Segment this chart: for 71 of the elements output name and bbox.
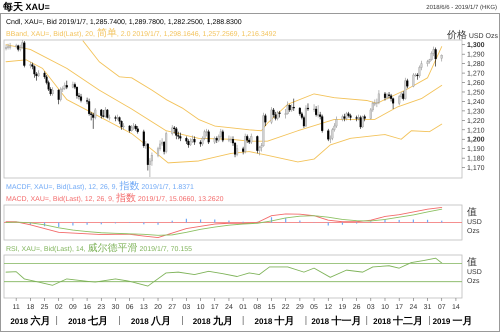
candlestick (171, 124, 174, 136)
candlestick (306, 103, 310, 112)
candlestick (258, 146, 260, 156)
candlestick (250, 133, 252, 144)
text: 2019 一月 (432, 316, 473, 327)
candlestick (193, 136, 196, 146)
candlestick (120, 120, 123, 130)
text: 2018 十月 (254, 315, 295, 327)
candlestick (272, 108, 275, 118)
candlestick (412, 72, 414, 88)
candlestick (92, 112, 94, 130)
candlestick (94, 108, 96, 120)
text: 2018 九月 (192, 315, 233, 327)
candlestick (114, 115, 117, 122)
candlestick (392, 97, 394, 110)
candlestick (292, 98, 295, 112)
candlestick (378, 90, 380, 105)
candlestick (434, 47, 437, 67)
candlestick (406, 78, 408, 89)
candlestick (315, 106, 318, 117)
line-series (82, 40, 442, 132)
candlestick (230, 136, 232, 144)
candlestick (349, 113, 352, 121)
text: 2018 十一月 (311, 315, 362, 327)
candlestick (208, 129, 210, 144)
candlestick (161, 138, 164, 146)
candlestick (4, 44, 8, 51)
candlestick (264, 113, 266, 126)
candlestick (256, 135, 258, 154)
text: 2018 十二月 (373, 315, 424, 327)
candlestick (191, 135, 194, 144)
candlestick (402, 90, 404, 101)
candlestick (327, 128, 330, 142)
candlestick (165, 131, 168, 154)
candlestick (317, 104, 320, 118)
text: 2018 六月 (10, 315, 50, 327)
candlestick (33, 65, 36, 78)
candlestick (220, 128, 222, 139)
candlestick (163, 140, 166, 155)
candlestick (418, 65, 420, 78)
text: 2018 八月 (130, 315, 171, 327)
candlestick (106, 108, 108, 119)
candlestick (404, 78, 406, 100)
candlestick (362, 115, 364, 128)
text: 2018 七月 (68, 315, 108, 327)
candlestick (37, 70, 40, 78)
candlestick (222, 129, 224, 142)
candlestick (335, 116, 338, 128)
candlestick (236, 144, 238, 157)
candlestick (142, 129, 145, 148)
candlestick (146, 142, 149, 171)
candlestick (313, 104, 316, 112)
chart-title: 每天 XAU= (2, 1, 50, 13)
candlestick (76, 86, 78, 99)
candlestick (122, 122, 125, 130)
candlestick (228, 135, 230, 142)
candlestick (302, 115, 305, 128)
candlestick (360, 115, 362, 130)
candlestick (60, 86, 62, 102)
candlestick (23, 40, 26, 68)
candlestick (270, 106, 273, 124)
candlestick (398, 94, 400, 106)
candlestick (286, 101, 289, 115)
candlestick (321, 114, 324, 133)
candlestick (100, 108, 102, 119)
candlestick (304, 104, 308, 128)
candlestick (175, 126, 178, 140)
candlestick (116, 114, 119, 121)
line-series (6, 59, 442, 164)
line-series (6, 44, 442, 142)
candlestick (58, 88, 60, 105)
